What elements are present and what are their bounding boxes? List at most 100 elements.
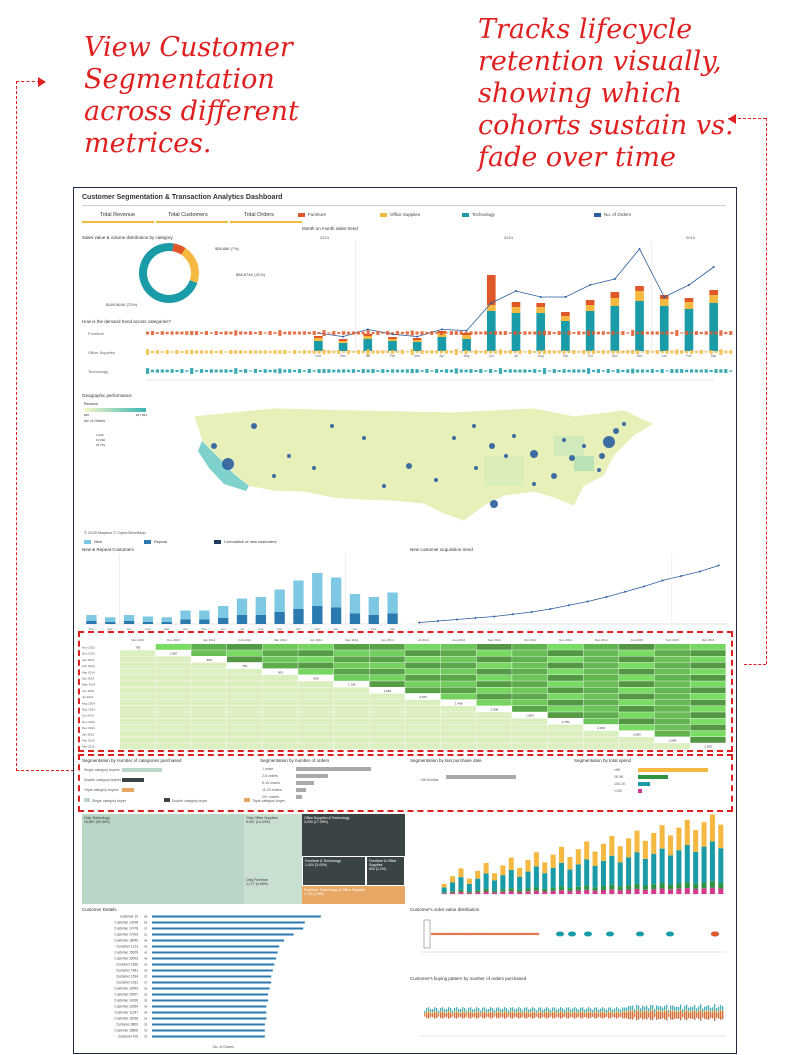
stack-segment <box>651 853 657 885</box>
distribution-point <box>524 932 527 936</box>
heatmap-cell <box>547 706 584 712</box>
demand-tick <box>268 350 272 354</box>
demand-tick <box>180 369 184 373</box>
demand-tick <box>729 350 733 354</box>
buying-tick <box>498 1012 500 1019</box>
legend-swatch <box>84 539 91 544</box>
demand-tick <box>278 330 282 336</box>
stack-segment <box>693 830 699 852</box>
demand-row-label: Technology <box>88 369 108 374</box>
kpi-total-revenue[interactable]: Total Revenue <box>100 212 136 218</box>
buying-tick <box>678 1012 680 1019</box>
demand-streams <box>146 330 733 381</box>
customer-details-chart[interactable]: Customer 10 68 Customer 14198 58 Customer 17… <box>78 910 403 1050</box>
buying-tick <box>496 1012 498 1019</box>
treemap-all-three[interactable]: Furniture, Technology & Office Supplies … <box>302 886 405 904</box>
heatmap-cell <box>298 724 334 731</box>
heatmap-cell <box>476 712 512 718</box>
legend-orders[interactable]: No. of Orders <box>594 212 631 217</box>
us-map[interactable] <box>154 396 714 536</box>
distribution-point <box>457 932 461 936</box>
cohort-heatmap[interactable]: Nov 2013 Nov 2013 Dec 2013 Dec 2013 Jan 2014… <box>80 636 730 754</box>
heatmap-cell <box>654 737 690 743</box>
customer-bar <box>152 987 270 990</box>
geo-revenue-scale <box>84 408 146 412</box>
customer-bar <box>152 969 273 972</box>
treemap-office-tech[interactable]: Office Supplies & Technology 3,034 (17.0… <box>302 814 405 856</box>
demand-tick <box>361 331 365 335</box>
stack-segment <box>634 888 640 894</box>
heatmap-cell <box>298 693 334 700</box>
heatmap-cell <box>369 662 405 669</box>
kpi-total-orders[interactable]: Total Orders <box>244 212 274 218</box>
heatmap-value: 503 <box>278 670 283 674</box>
heatmap-cell <box>512 693 548 700</box>
buying-tick <box>652 1011 654 1020</box>
bar-office-supplies <box>536 307 546 313</box>
year-label: 2015 <box>686 235 696 240</box>
distribution-point <box>483 932 486 936</box>
demand-tick <box>248 350 253 354</box>
buying-tick <box>472 1013 474 1018</box>
demand-title: How is the demand trend across categorie… <box>82 319 172 324</box>
acquisition-point <box>511 613 514 616</box>
heatmap-cell <box>619 662 655 669</box>
demand-tick <box>714 369 718 373</box>
heatmap-cell <box>298 687 334 694</box>
treemap-furniture-office[interactable]: Furniture & Office Supplies 693 (2.2%) <box>366 856 405 886</box>
stack-segment <box>600 860 606 886</box>
legend-furniture[interactable]: Furniture <box>298 212 326 217</box>
heatmap-value: 795 <box>135 646 140 650</box>
stack-segment <box>483 889 489 892</box>
heatmap-cell <box>547 743 584 749</box>
heatmap-cell <box>476 724 512 731</box>
bar-technology <box>610 306 620 351</box>
demand-tick <box>371 369 375 373</box>
heatmap-cell <box>690 650 726 656</box>
heatmap-cell <box>583 718 619 725</box>
buying-tick <box>550 1014 552 1017</box>
bar-new <box>123 615 135 621</box>
buying-tick <box>574 1012 576 1019</box>
legend-office-supplies[interactable]: Office Supplies <box>380 212 420 217</box>
heatmap-cell <box>155 699 191 706</box>
legend-technology[interactable]: Technology <box>462 212 495 217</box>
demand-tick <box>474 331 478 335</box>
heatmap-cell <box>440 662 477 669</box>
demand-tick <box>636 331 640 335</box>
us-map-shape <box>193 407 655 522</box>
bar-office-supplies <box>437 333 447 337</box>
kpi-total-customers[interactable]: Total Customers <box>168 212 208 218</box>
demand-tick <box>729 331 733 335</box>
demand-tick <box>244 369 248 373</box>
bar-office-supplies <box>388 339 397 341</box>
distribution-point <box>568 931 576 937</box>
stack-segment <box>500 875 506 890</box>
heatmap-cell <box>191 743 227 749</box>
heatmap-cell <box>619 737 655 743</box>
distribution-point <box>488 932 491 936</box>
legend-label: Office Supplies <box>390 212 421 217</box>
heatmap-cell <box>405 656 441 663</box>
legend-swatch <box>594 212 601 217</box>
bar-new <box>199 610 210 620</box>
treemap-only-office-supplies[interactable]: Only Office Supplies 5,937 (14.34%) <box>244 814 302 876</box>
customer-orders-value: 37 <box>144 975 148 979</box>
treemap-furniture-tech[interactable]: Furniture & Technology 1,424 (3.43%) <box>302 856 366 886</box>
segmentation-bar <box>122 768 162 772</box>
demand-tick <box>253 369 257 373</box>
acquisition-point <box>530 611 533 613</box>
treemap-only-technology[interactable]: Only Technology 15,897 (55.36%) <box>82 814 244 904</box>
demand-tick <box>146 331 150 335</box>
heatmap-cell <box>262 662 298 669</box>
stack-segment <box>508 891 514 894</box>
heatmap-col-label: Mar 2015 <box>702 638 715 642</box>
stack-segment <box>458 889 464 892</box>
heatmap-value: 1,768 <box>348 683 356 687</box>
demand-tick <box>150 350 155 354</box>
distribution-point <box>459 932 462 936</box>
treemap-only-furniture[interactable]: Only Furniture 1,177 (4.08%) <box>244 876 302 904</box>
customer-orders-value: 36 <box>144 987 148 991</box>
tick-label: Feb <box>371 627 377 631</box>
treemap[interactable]: Only Technology 15,897 (55.36%) Only Off… <box>82 814 405 904</box>
